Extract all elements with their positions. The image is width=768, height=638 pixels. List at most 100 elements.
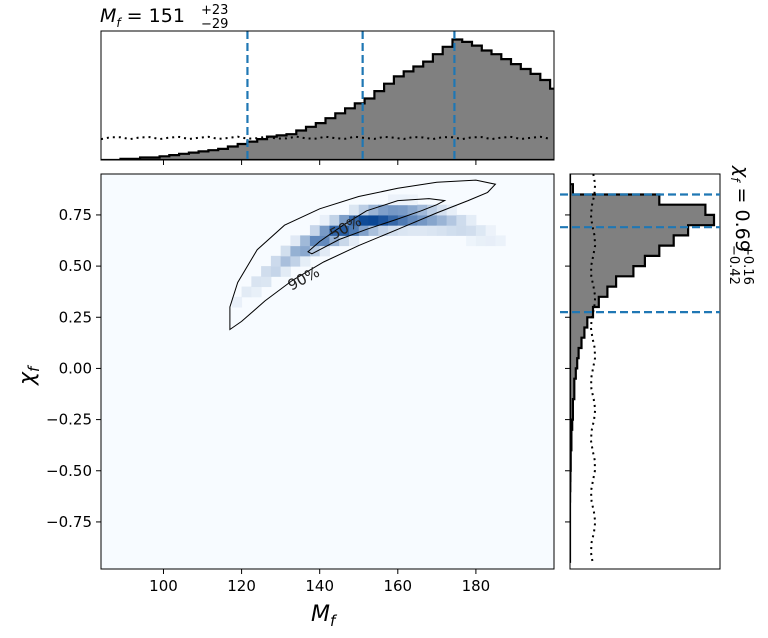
heatmap-cell: [290, 235, 301, 247]
heatmap-cell: [280, 245, 291, 257]
heatmap-cell: [319, 214, 330, 226]
heatmap-cell: [456, 214, 467, 226]
x-axis-label: Mf: [311, 602, 338, 630]
heatmap-cell: [417, 214, 428, 226]
heatmap-cell: [378, 204, 389, 216]
joint-posterior-panel: 50%90% 100 120 140 160 180 0.750.500.250.00−…: [46, 173, 555, 595]
heatmap-cell: [466, 235, 477, 247]
x-tick-label: 120: [227, 577, 256, 595]
heatmap-cell: [427, 204, 438, 216]
heatmap-cell: [290, 245, 301, 257]
y-tick-label: −0.25: [46, 411, 92, 429]
heatmap-cell: [241, 286, 252, 298]
main-frame: [100, 173, 555, 570]
heatmap-cell: [329, 214, 340, 226]
heatmap-cell: [339, 235, 350, 247]
top-marginal-panel: [100, 30, 555, 165]
heatmap-cell: [475, 225, 487, 236]
heatmap-cell: [358, 214, 370, 226]
y-tick-label: 0.00: [59, 359, 92, 377]
x-tick-label: 160: [383, 577, 412, 595]
heatmap-cell: [348, 235, 360, 247]
top-title-plus: +23: [201, 3, 228, 18]
heatmap-cell: [309, 235, 321, 247]
heatmap-cell: [339, 225, 350, 236]
heatmap-cell: [270, 255, 282, 267]
heatmap-cell: [319, 245, 330, 257]
y-tick-label: 0.25: [59, 308, 92, 326]
top-histogram: [101, 31, 554, 160]
heatmap-cell: [261, 276, 272, 288]
heatmap-cell: [495, 235, 506, 247]
heatmap-cell: [231, 296, 243, 308]
heatmap-cell: [485, 235, 496, 247]
heatmap-cell: [397, 204, 409, 216]
mf-prior-line: [101, 135, 551, 141]
x-tick-label: 140: [305, 577, 334, 595]
contour-90: [229, 179, 497, 331]
heatmap-cell: [270, 266, 282, 277]
y-tick-label: −0.75: [46, 513, 92, 531]
right-y-ticks: [565, 214, 570, 523]
heatmap-cell: [388, 204, 399, 216]
heatmap-cell: [436, 204, 448, 216]
x-tick-label: 100: [149, 577, 178, 595]
heatmap-cell: [280, 266, 291, 277]
heatmap-cell: [309, 245, 321, 257]
heatmap-cell: [388, 194, 399, 206]
heatmap-cell: [456, 225, 467, 236]
svg-text:−0.42: −0.42: [726, 245, 741, 285]
y-tick-label: −0.50: [46, 462, 92, 480]
heatmap-cell: [300, 255, 311, 267]
x-ticks: 100 120 140 160 180: [149, 569, 490, 595]
top-panel-title: Mf = 151: [100, 5, 185, 30]
heatmap-cell: [368, 204, 379, 216]
heatmap-cell: [368, 225, 379, 236]
right-panel-title: χf = 0.69 +0.16 −0.42: [726, 165, 755, 285]
heatmap-cell: [261, 266, 272, 277]
heatmap-cell: [329, 235, 340, 247]
heatmap-cell: [446, 214, 457, 226]
heatmap-cell: [319, 235, 330, 247]
top-x-ticks: [162, 160, 477, 165]
heatmap-cell: [485, 225, 496, 236]
y-tick-label: 0.75: [59, 206, 92, 224]
svg-text:χf = 0.69: χf = 0.69: [728, 165, 753, 252]
contour-50: [307, 198, 447, 255]
heatmap-cell: [446, 204, 457, 216]
y-tick-label: 0.50: [59, 257, 92, 275]
top-frame: [100, 30, 555, 161]
heatmap-cell: [397, 214, 409, 226]
heatmap-cell: [466, 225, 477, 236]
heatmap-cell: [397, 225, 409, 236]
heatmap-cell: [407, 204, 418, 216]
heatmap-cell: [339, 214, 350, 226]
heatmap-cell: [348, 214, 360, 226]
y-axis-label: χf: [15, 364, 43, 386]
heatmap-cell: [280, 255, 291, 267]
heatmap-cell: [378, 225, 389, 236]
heatmap-cell: [475, 235, 487, 247]
heatmap-cells: [231, 194, 506, 308]
heatmap-cell: [388, 225, 399, 236]
heatmap-cell: [348, 204, 360, 216]
heatmap-cell: [358, 204, 370, 216]
right-marginal-panel: [565, 173, 721, 570]
heatmap-cell: [427, 214, 438, 226]
heatmap-cell: [436, 214, 448, 226]
heatmap-cell: [427, 225, 438, 236]
mf-posterior-histogram: [101, 38, 554, 160]
top-title-minus: −29: [201, 17, 228, 32]
heatmap-cell: [466, 214, 477, 226]
heatmap-cell: [348, 225, 360, 236]
heatmap-cell: [407, 214, 418, 226]
right-histogram: [570, 174, 716, 564]
heatmap-cell: [309, 225, 321, 236]
heatmap-cell: [290, 255, 301, 267]
x-tick-label: 180: [462, 577, 491, 595]
heatmap-cell: [368, 214, 379, 226]
heatmap-cell: [407, 225, 418, 236]
y-ticks: 0.75 0.50 0.25 0.00 −0.25 −0.50 −0.75: [46, 206, 101, 531]
svg-text:χf: χf: [15, 364, 43, 386]
